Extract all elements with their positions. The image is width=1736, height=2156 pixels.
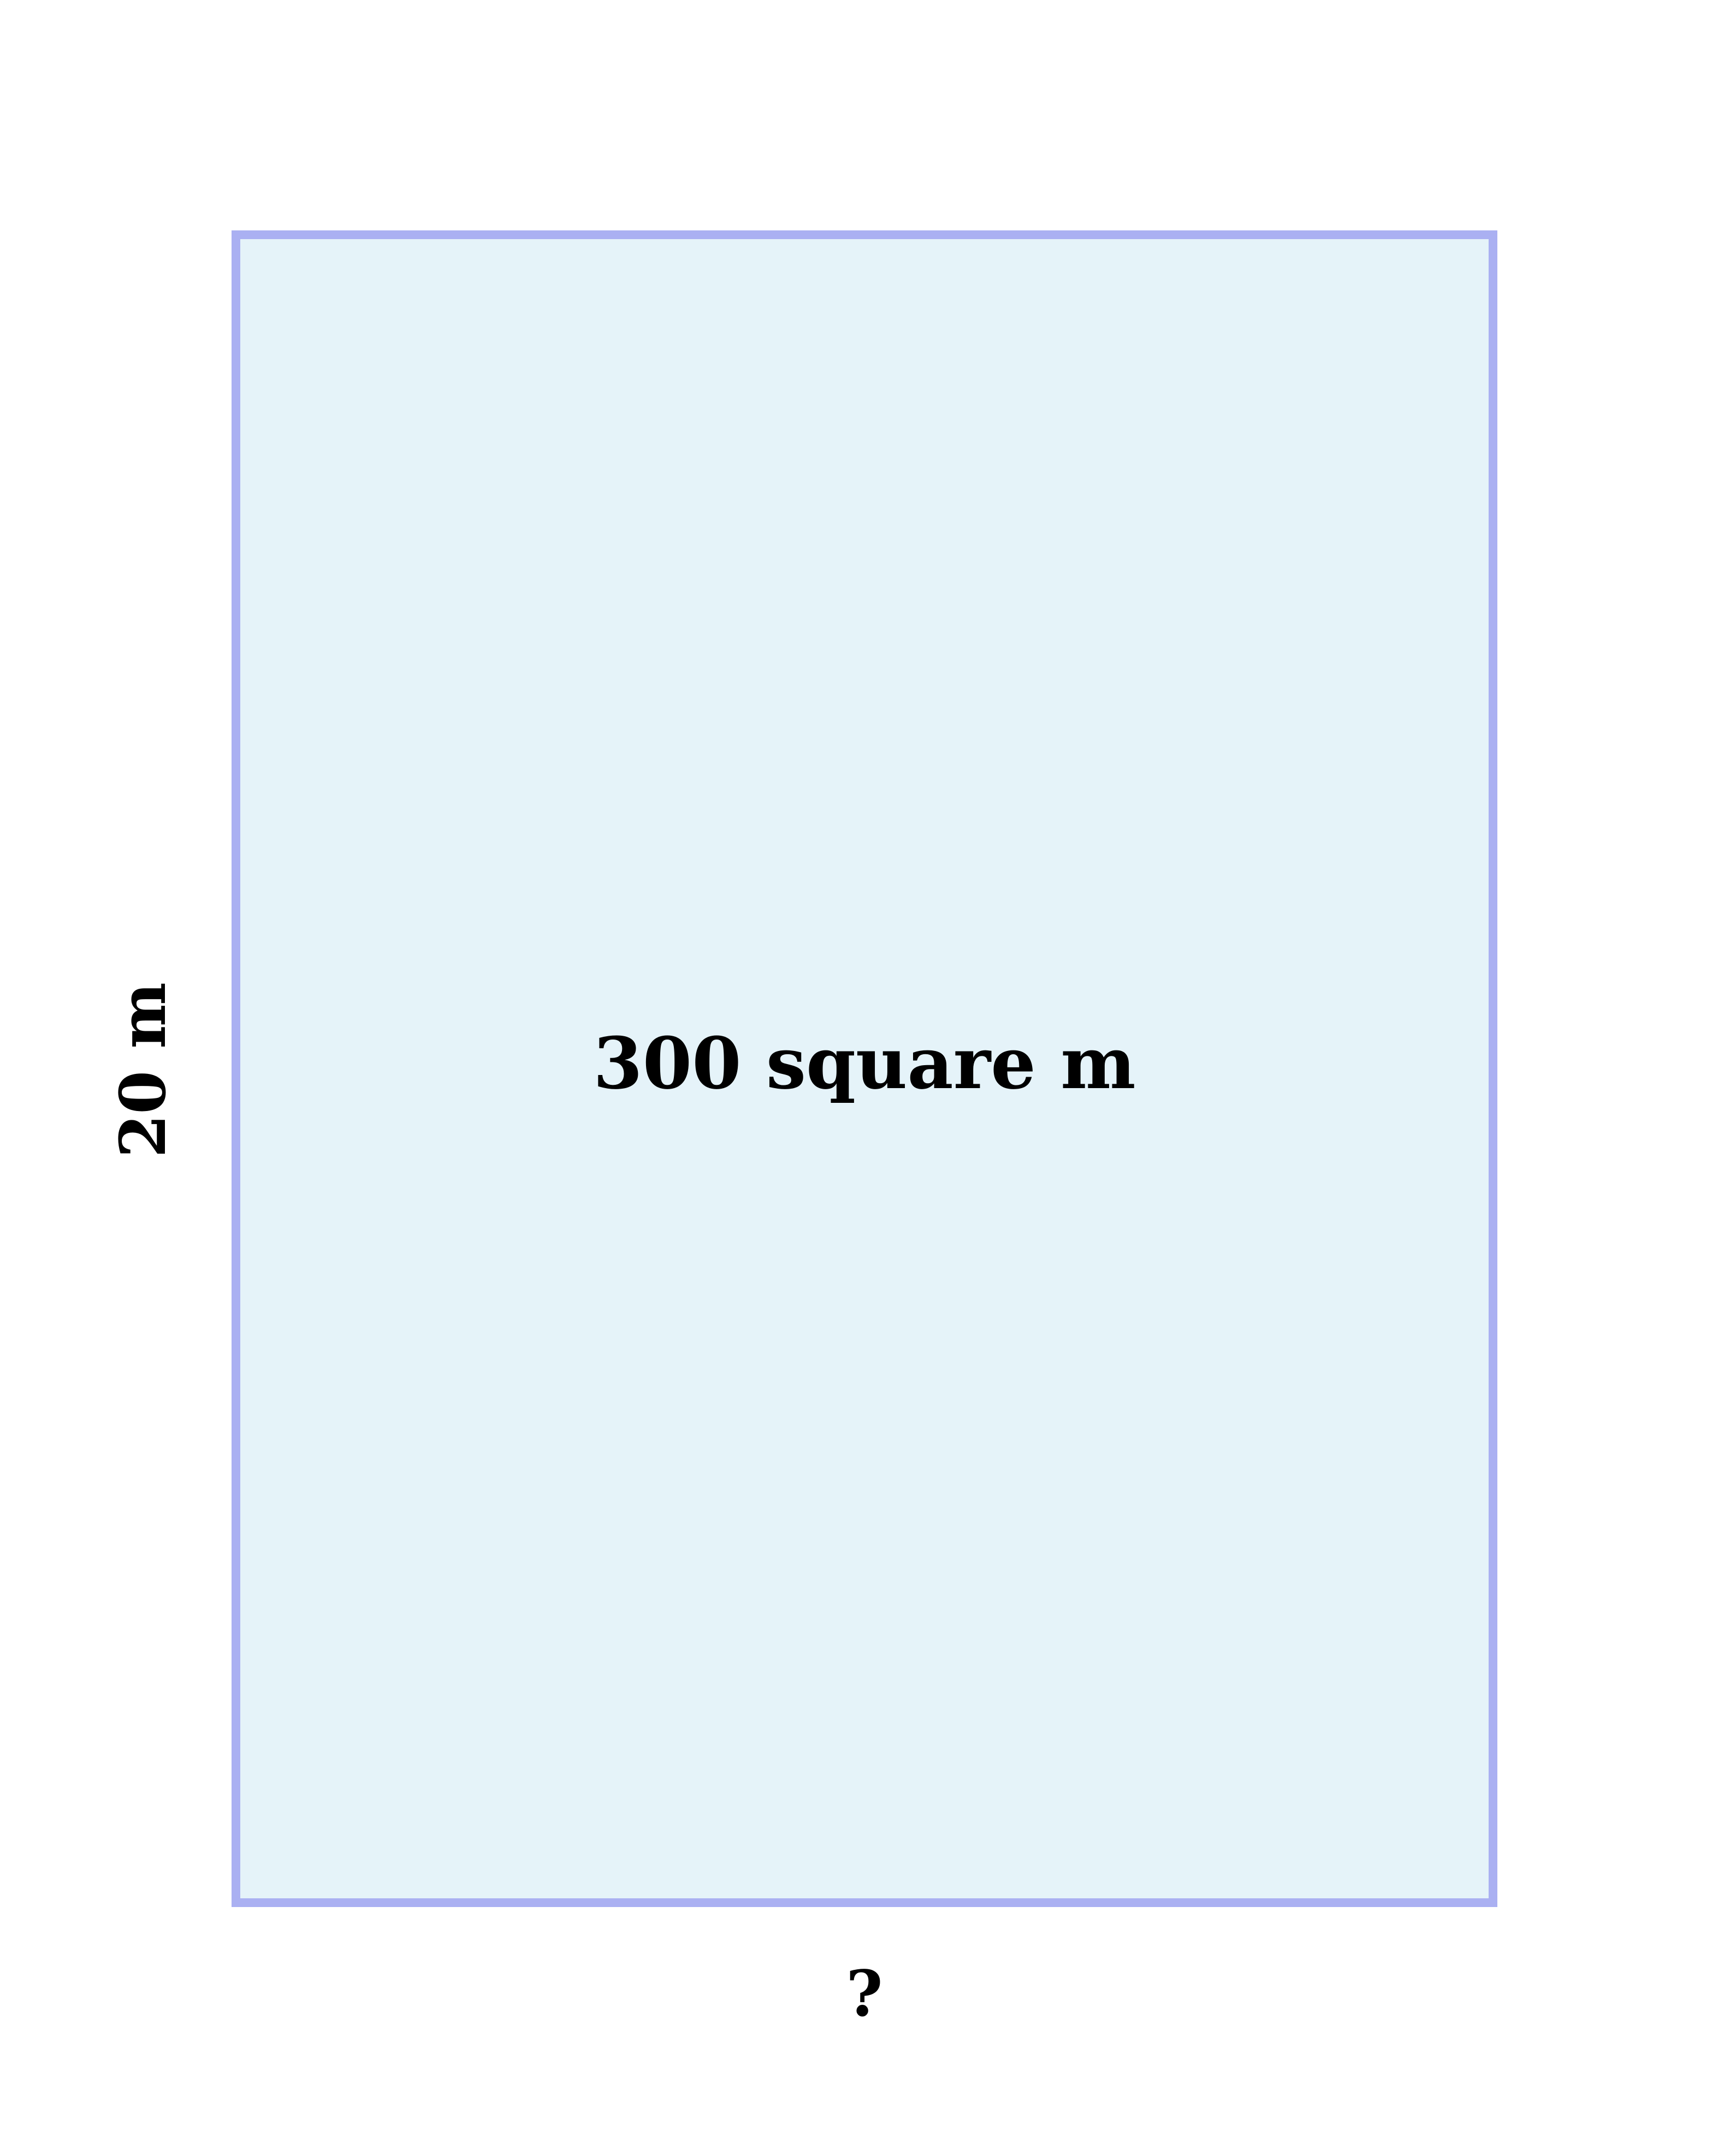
area-label: 300 square m [593, 1021, 1135, 1105]
rectangle-shape [232, 230, 1497, 1907]
unknown-width-label: ? [846, 1957, 882, 2031]
side-length-label: 20 m [106, 982, 180, 1158]
